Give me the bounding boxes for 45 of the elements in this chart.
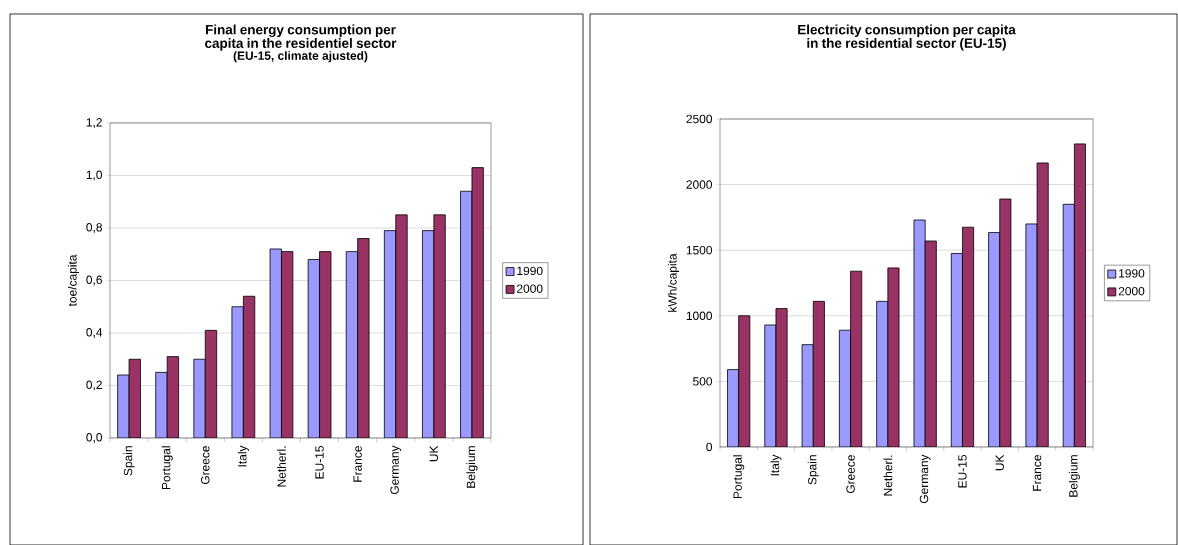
x-tick-label: Belgium bbox=[466, 446, 478, 488]
y-axis-title: toe/capita bbox=[67, 254, 80, 307]
chart-subtitle: (EU-15, climate ajusted) bbox=[233, 51, 368, 63]
x-tick-label: Greece bbox=[201, 446, 210, 485]
y-tick-label: 0,4 bbox=[86, 328, 103, 338]
x-tick-label: Germany bbox=[919, 454, 931, 504]
x-tick-label: EU-15 bbox=[315, 446, 324, 479]
x-tick-label: France bbox=[353, 446, 362, 482]
legend-label: 1990 bbox=[1119, 269, 1145, 278]
y-tick-label: 1,0 bbox=[86, 170, 103, 181]
y-tick-label: 0,2 bbox=[86, 380, 102, 391]
x-tick-label: Portugal bbox=[733, 455, 745, 499]
chart-title: Final energy consumption per capita in the residentiel sector bbox=[205, 24, 397, 51]
legend-label: 2000 bbox=[517, 284, 543, 293]
x-tick-label: EU-15 bbox=[958, 455, 967, 488]
bar bbox=[395, 214, 408, 438]
x-tick-label: Germany bbox=[390, 445, 402, 495]
y-tick-label: 0,6 bbox=[86, 275, 102, 286]
x-tick-label: France bbox=[1032, 455, 1042, 491]
x-tick-label: Greece bbox=[846, 455, 855, 494]
y-tick-label: 0,0 bbox=[86, 433, 103, 443]
y-tick-label: 2500 bbox=[686, 114, 713, 124]
y-tick-label: 1,2 bbox=[86, 118, 102, 128]
x-tick-label: UK bbox=[995, 454, 1004, 471]
y-axis-title: kWh/capita bbox=[667, 253, 680, 312]
x-tick-label: Spain bbox=[123, 446, 135, 476]
x-tick-label: Belgium bbox=[1068, 455, 1080, 497]
chart-title: Electricity consumption per capita in the residential sector (EU-15) bbox=[798, 24, 1016, 51]
y-tick-label: 0,8 bbox=[86, 223, 102, 233]
bar bbox=[155, 371, 168, 438]
x-tick-label: Portugal bbox=[161, 446, 173, 490]
x-tick-label: Spain bbox=[807, 455, 819, 485]
x-tick-label: UK bbox=[429, 445, 439, 462]
x-tick-label: Netherl. bbox=[277, 446, 286, 487]
bar bbox=[193, 358, 206, 438]
legend-label: 1990 bbox=[517, 266, 543, 276]
x-tick-label: Netherl. bbox=[883, 455, 893, 496]
y-tick-label: 1000 bbox=[686, 311, 713, 321]
y-tick-label: 0 bbox=[706, 442, 713, 452]
y-tick-label: 500 bbox=[693, 377, 713, 386]
legend-label: 2000 bbox=[1118, 286, 1145, 296]
y-tick-label: 2000 bbox=[686, 180, 713, 189]
x-tick-label: Italy bbox=[237, 445, 249, 467]
y-tick-label: 1500 bbox=[686, 245, 713, 255]
x-tick-label: Italy bbox=[770, 454, 782, 476]
